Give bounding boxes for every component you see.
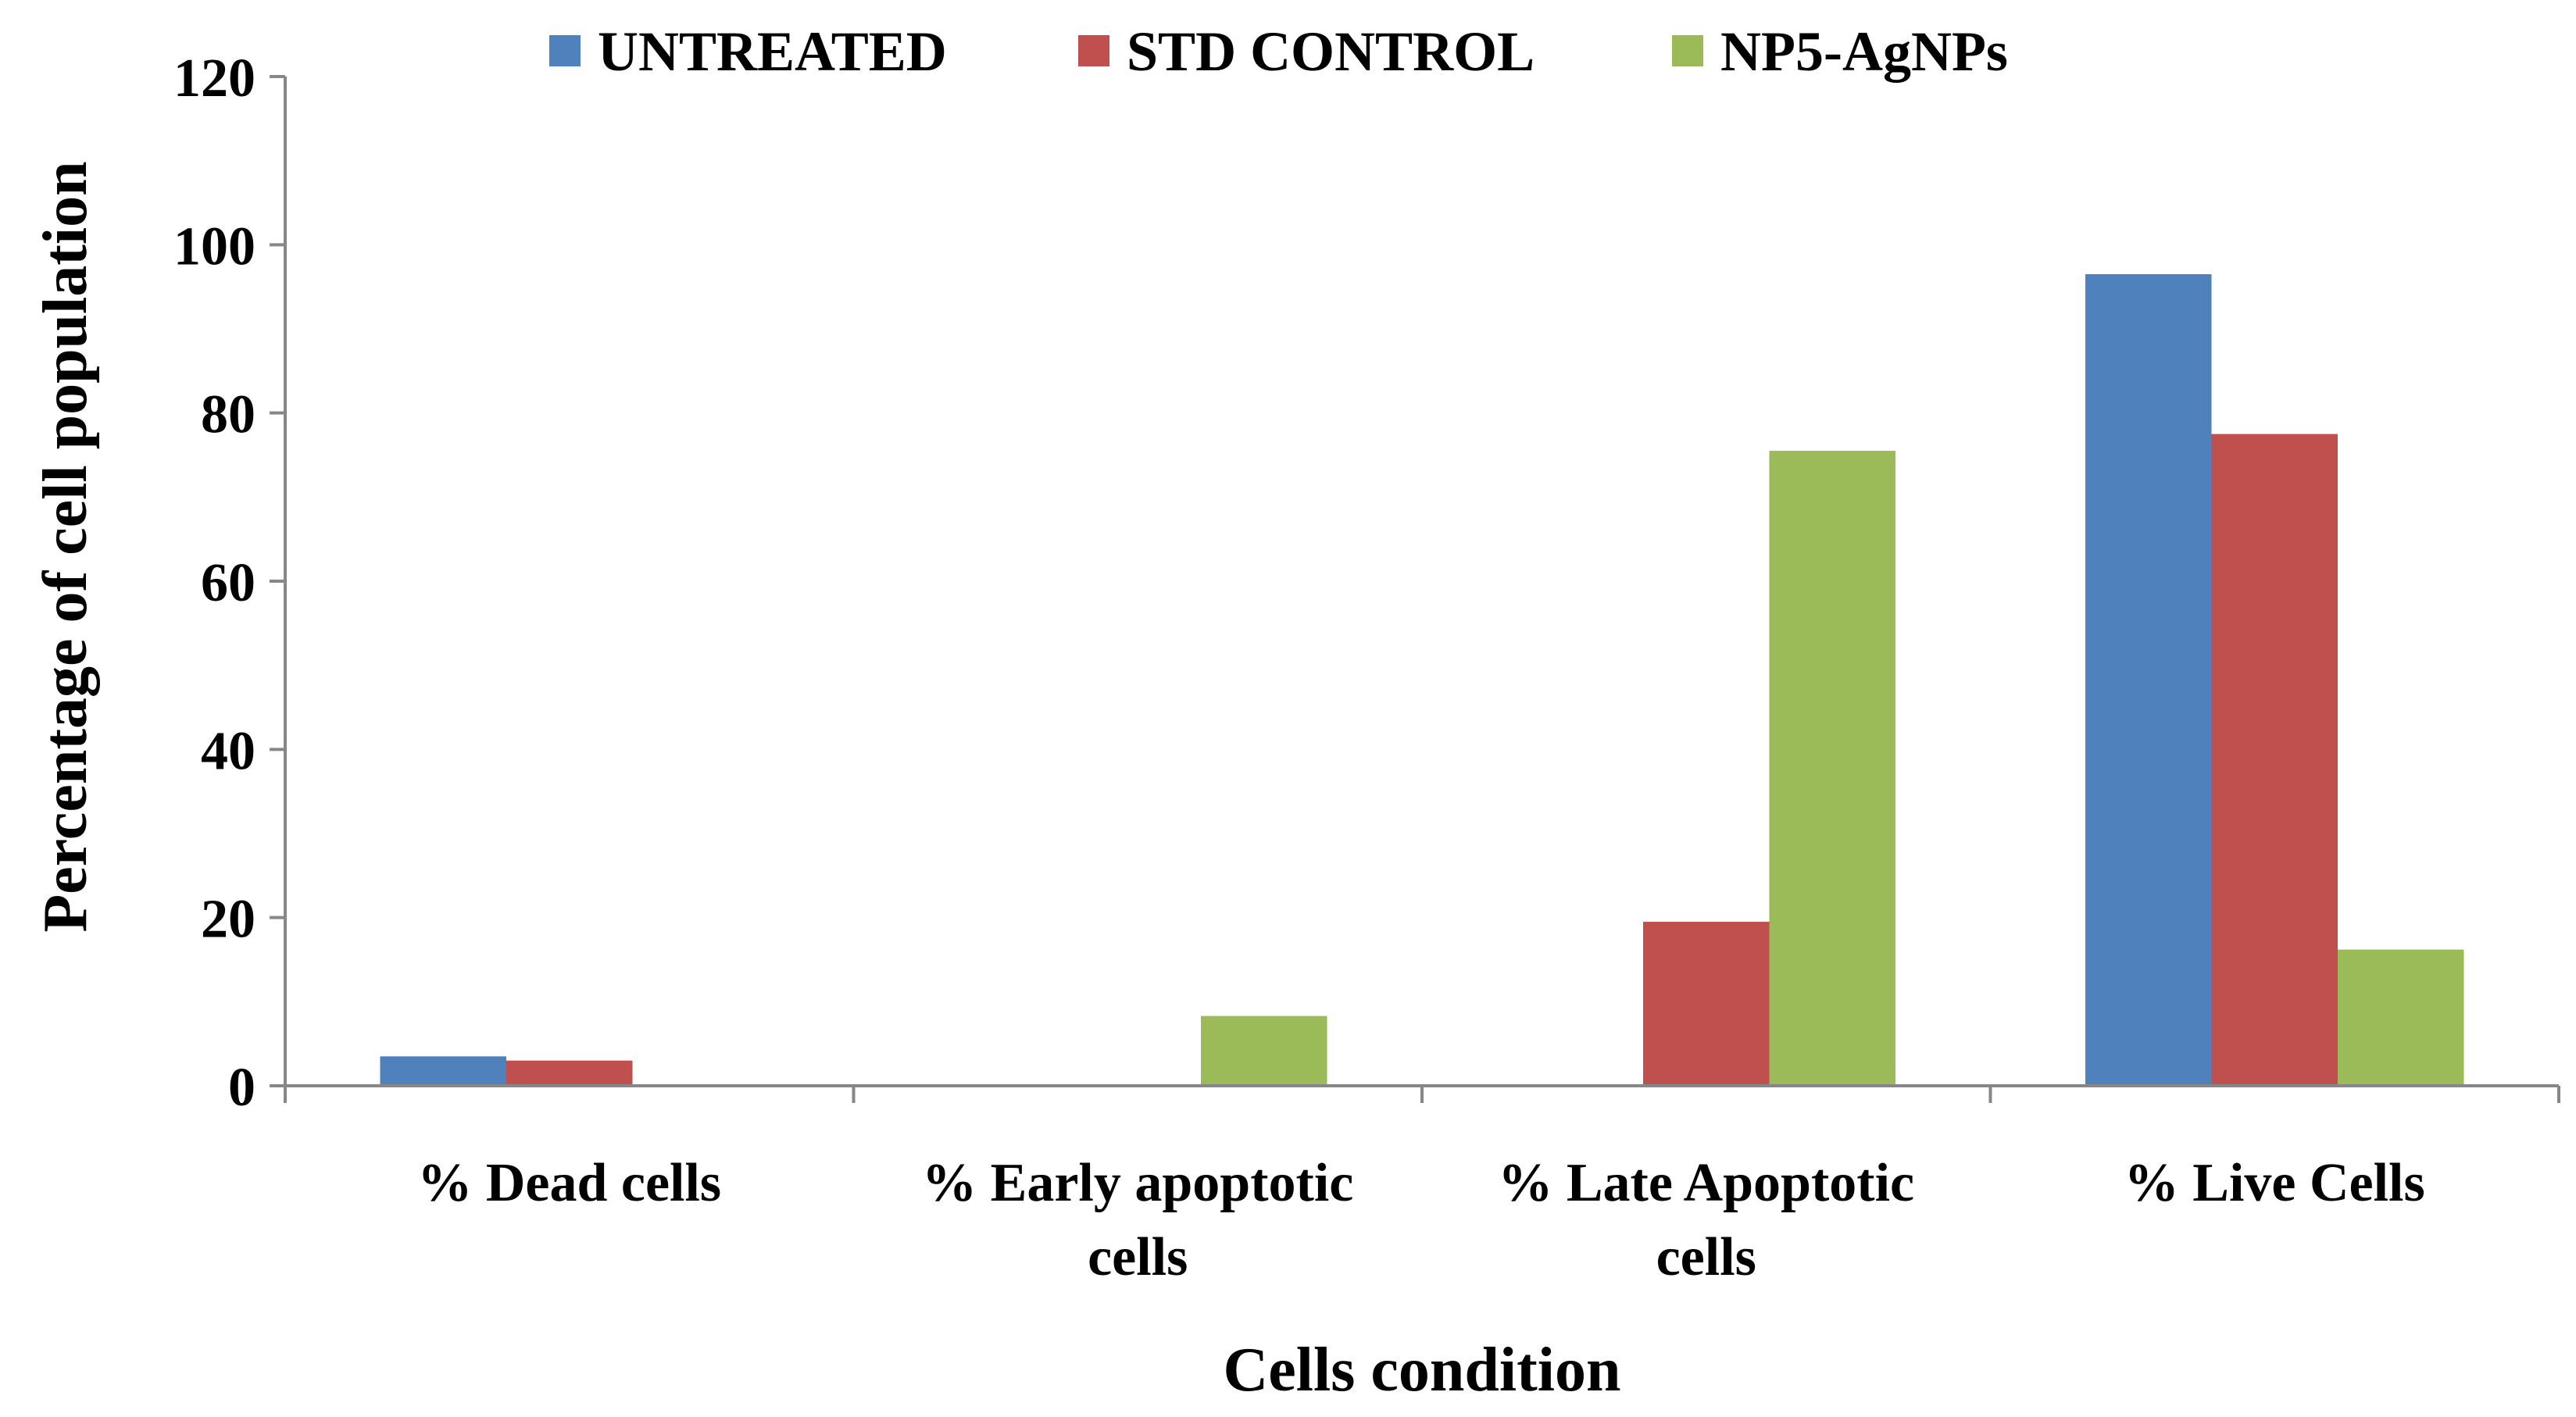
bar-untreated: [380, 1056, 506, 1086]
x-tick-label: cells: [1656, 1227, 1756, 1287]
bar-std-control: [1642, 922, 1770, 1086]
y-tick-label: 40: [201, 721, 255, 781]
y-tick-label: 100: [173, 216, 255, 277]
y-tick-label: 60: [201, 553, 255, 613]
legend-swatch: [1672, 35, 1703, 66]
x-tick-label: % Dead cells: [417, 1153, 721, 1213]
x-tick-label: cells: [1088, 1227, 1188, 1287]
bar-np5-agnps: [1769, 451, 1896, 1086]
legend-swatch: [549, 35, 581, 66]
y-tick-label: 80: [201, 385, 255, 445]
bar-untreated: [2085, 274, 2212, 1087]
bar-np5-agnps: [2338, 949, 2464, 1086]
x-axis-label: Cells condition: [1224, 1336, 1621, 1405]
y-tick-label: 0: [228, 1058, 255, 1118]
x-tick-label: % Live Cells: [2124, 1153, 2425, 1213]
bar-std-control: [2211, 434, 2338, 1086]
bar-np5-agnps: [1201, 1015, 1327, 1086]
bar-std-control: [506, 1060, 633, 1086]
legend-label: STD CONTROL: [1127, 20, 1535, 83]
x-axis-ticks: % Dead cells % Early apoptotic cells % Late…: [284, 1086, 2560, 1287]
legend-swatch: [1078, 35, 1109, 66]
y-axis-ticks: 0 20 40 60 80 100 120: [173, 48, 285, 1118]
y-tick-label: 20: [201, 890, 255, 950]
x-tick-label: % Early apoptotic: [922, 1153, 1353, 1213]
legend-label: UNTREATED: [598, 20, 947, 83]
legend: UNTREATED STD CONTROL NP5-AgNPs: [549, 20, 2008, 83]
legend-label: NP5-AgNPs: [1720, 20, 2008, 83]
x-tick-label: % Late Apoptotic: [1498, 1153, 1914, 1213]
y-tick-label: 120: [173, 48, 255, 109]
bars: [380, 274, 2464, 1087]
y-axis-label: Percentage of cell population: [31, 161, 100, 932]
